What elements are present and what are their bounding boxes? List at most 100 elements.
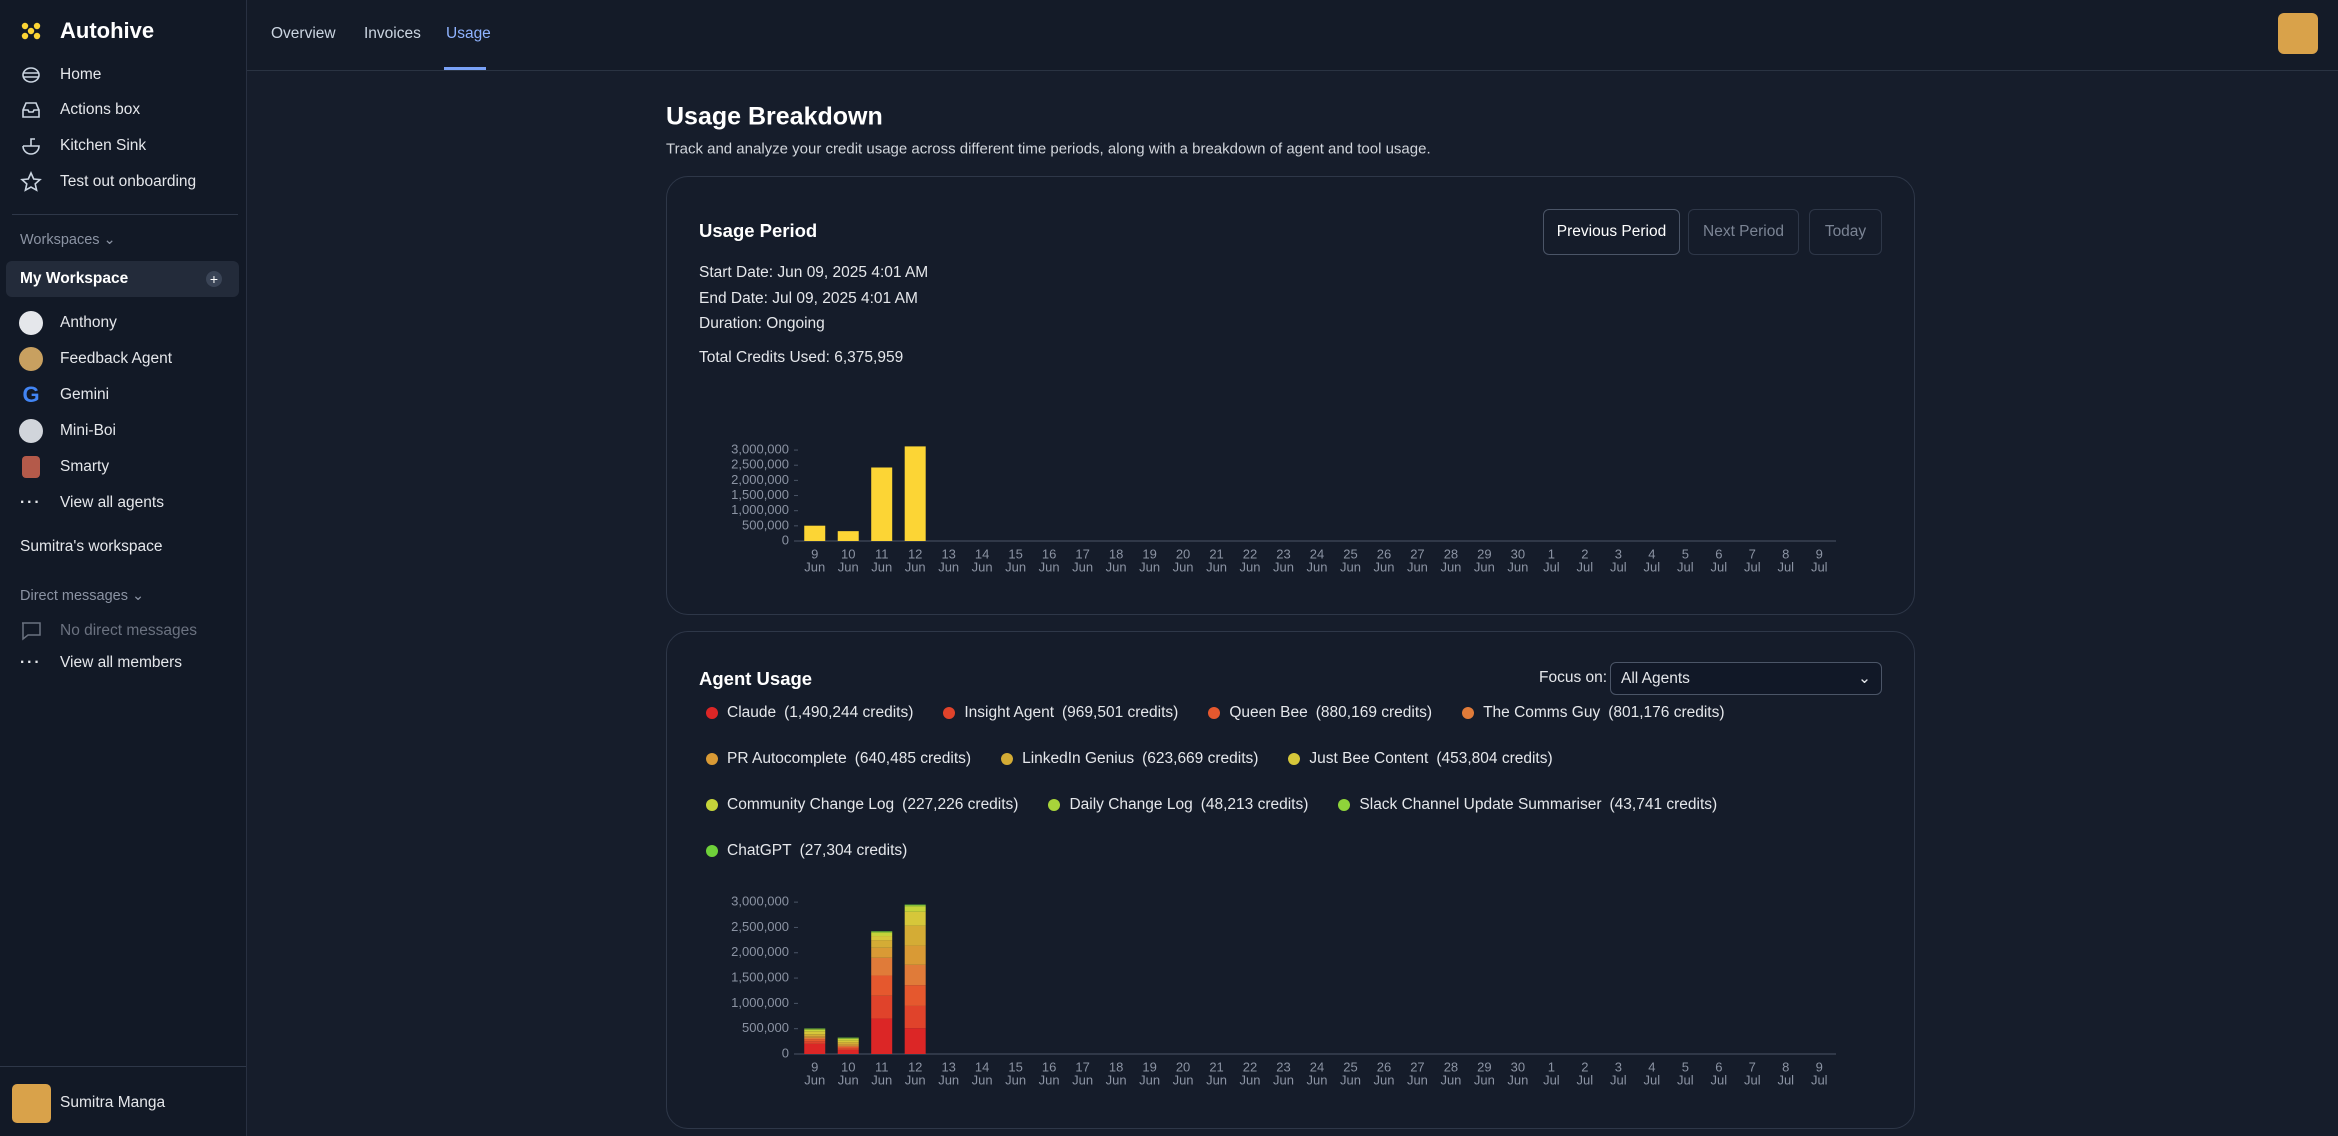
x-tick-label: 2 [1581,546,1588,561]
x-tick-label: Jun [1474,1072,1495,1087]
nav-item[interactable]: Actions box [60,101,141,118]
x-tick-label: 25 [1343,1059,1357,1074]
x-tick-label: 13 [941,1059,955,1074]
tab-indicator [444,67,486,70]
legend-name: ChatGPT [727,842,792,859]
workspace-name[interactable]: Sumitra's workspace [20,538,163,555]
tab[interactable]: Overview [271,25,336,42]
workspace-name[interactable]: My Workspace [20,270,129,287]
button[interactable]: Previous Period [1543,209,1680,255]
bar-segment [904,906,926,912]
user-name[interactable]: Sumitra Manga [60,1094,166,1111]
x-tick-label: 14 [975,1059,989,1074]
x-tick-label: Jun [1106,559,1127,574]
x-tick-label: 30 [1511,1059,1525,1074]
tab-active[interactable]: Usage [446,25,491,42]
y-tick-label: 3,000,000 [731,894,789,909]
x-tick-label: Jun [1173,1072,1194,1087]
x-tick-label: 26 [1377,1059,1391,1074]
legend-swatch [1048,799,1061,811]
x-tick-label: 20 [1176,546,1190,561]
bar-segment [837,1038,859,1041]
legend-swatch [706,845,718,857]
profile-avatar[interactable] [2278,13,2318,54]
bar-segment [804,1039,826,1042]
x-tick-label: 9 [811,1059,818,1074]
agent-item[interactable]: Smarty [60,458,110,475]
legend-total: (43,741 credits) [1609,796,1718,813]
agent-item[interactable]: Mini-Boi [60,422,116,439]
x-tick-label: 29 [1477,546,1491,561]
bar-segment [804,1029,826,1030]
x-tick-label: 9 [811,546,818,561]
avatar [22,456,40,478]
x-tick-label: 26 [1377,546,1391,561]
bar-segment [804,1029,826,1032]
tab[interactable]: Invoices [364,25,421,42]
x-tick-label: Jul [1777,1072,1794,1087]
legend-item: Slack Channel Update Summariser (43,741 c… [1338,792,1717,818]
google-icon: G [22,382,40,407]
workspace-row[interactable] [6,261,239,297]
nav-item[interactable]: Kitchen Sink [60,137,147,154]
y-tick-label: 2,000,000 [731,944,789,959]
legend-total: (969,501 credits) [1062,704,1179,721]
x-tick-label: Jul [1644,1072,1661,1087]
x-tick-label: 6 [1715,1059,1722,1074]
x-tick-label: 24 [1310,546,1324,561]
legend-name: Insight Agent [964,704,1054,721]
divider [12,214,238,215]
x-tick-label: 18 [1109,546,1123,561]
agent-item[interactable]: Anthony [60,314,117,331]
x-tick-label: 9 [1816,1059,1823,1074]
x-tick-label: Jul [1610,1072,1627,1087]
x-tick-label: 17 [1075,1059,1089,1074]
x-tick-label: Jun [1340,1072,1361,1087]
nav-item[interactable]: Home [60,66,102,83]
agent-item[interactable]: Feedback Agent [60,350,173,367]
x-tick-label: 9 [1816,546,1823,561]
end-date: End Date: Jul 09, 2025 4:01 AM [699,290,918,307]
view-all[interactable]: View all members [60,654,183,671]
agent-item[interactable]: Gemini [60,386,110,403]
nav-item[interactable]: Test out onboarding [60,173,197,190]
x-tick-label: 11 [875,546,889,561]
bar-segment [804,1034,826,1037]
legend-total: (48,213 credits) [1200,796,1309,813]
select[interactable]: All Agents ⌄ [1610,662,1882,695]
x-tick-label: 19 [1142,1059,1156,1074]
x-tick-label: Jun [838,559,859,574]
x-tick-label: Jun [871,1072,892,1087]
legend-total: (640,485 credits) [854,750,972,767]
section-label[interactable]: Workspaces ⌄ [20,232,116,248]
section-label[interactable]: Direct messages ⌄ [20,588,145,604]
x-tick-label: 25 [1343,546,1357,561]
y-tick-label: 1,500,000 [731,487,789,502]
legend-swatch [1001,753,1014,765]
label: Direct messages [20,588,128,604]
button[interactable]: Next Period [1688,209,1799,255]
usage-period-card [666,176,1915,615]
bar-segment [804,1043,826,1054]
x-tick-label: Jun [972,559,993,574]
x-tick-label: 22 [1243,546,1257,561]
x-tick-label: Jun [1206,1072,1227,1087]
add-button[interactable]: + [206,271,222,287]
legend-swatch [1208,707,1221,719]
x-tick-label: 6 [1715,546,1722,561]
legend-name: LinkedIn Genius [1022,750,1135,767]
x-tick-label: Jun [1307,559,1328,574]
legend-swatch [706,799,718,811]
x-tick-label: Jul [1811,559,1828,574]
duration: Duration: Ongoing [699,315,825,332]
x-tick-label: Jun [1106,1072,1127,1087]
bar-segment [871,947,893,958]
x-tick-label: 5 [1682,546,1689,561]
user-avatar[interactable] [12,1084,51,1123]
avatar [19,347,43,371]
view-all[interactable]: View all agents [60,494,164,511]
x-tick-label: Jul [1577,1072,1594,1087]
legend-item: Insight Agent (969,501 credits) [943,700,1178,726]
button[interactable]: Today [1809,209,1882,255]
